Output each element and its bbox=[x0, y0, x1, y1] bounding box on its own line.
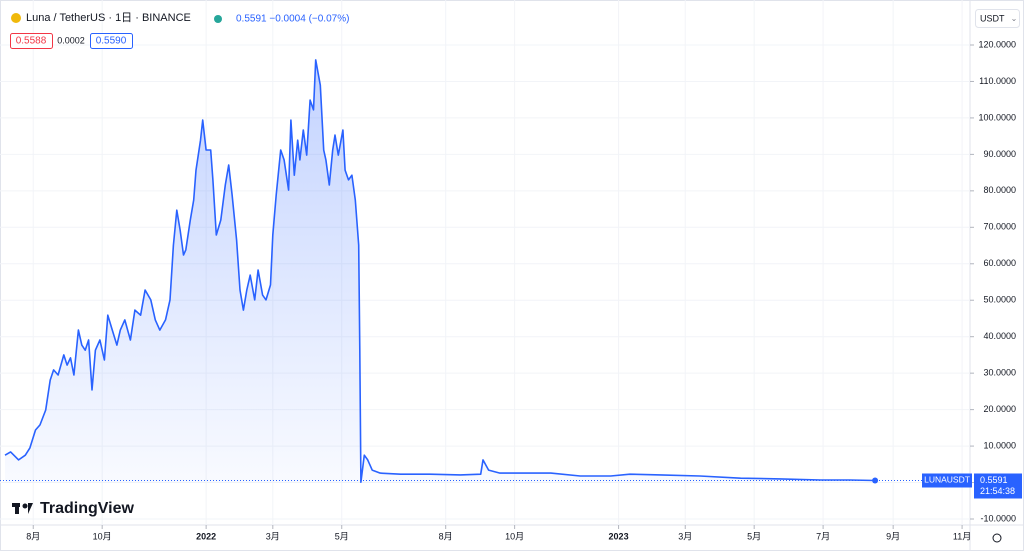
x-tick-label: 3月 bbox=[266, 531, 280, 541]
area-fill bbox=[5, 59, 876, 483]
y-tick-label: 30.0000 bbox=[983, 368, 1016, 378]
y-tick-label: 80.0000 bbox=[983, 185, 1016, 195]
settings-icon[interactable] bbox=[992, 533, 1002, 543]
x-tick-label: 3月 bbox=[678, 531, 692, 541]
currency-caret: ⌄ bbox=[1011, 14, 1018, 23]
symbol-icon bbox=[11, 13, 21, 23]
y-tick-label: 120.0000 bbox=[978, 39, 1016, 49]
ask-box[interactable] bbox=[90, 33, 133, 49]
price-line bbox=[4, 59, 876, 483]
x-tick-label: 5月 bbox=[335, 531, 349, 541]
price-tag-label: 0.5591 bbox=[980, 475, 1008, 485]
y-tick-label: 50.0000 bbox=[983, 295, 1016, 305]
clock-label: 21:54:38 bbox=[980, 486, 1015, 496]
x-tick-label: 2022 bbox=[196, 531, 216, 541]
x-tick-label: 7月 bbox=[816, 531, 830, 541]
x-tick-label: 5月 bbox=[747, 531, 761, 541]
ask[interactable]: 0.5590 bbox=[96, 36, 127, 47]
x-tick-label: 10月 bbox=[505, 531, 524, 541]
y-tick-label: -10.0000 bbox=[980, 513, 1016, 523]
brand: TradingView bbox=[40, 500, 135, 517]
y-tick-label: 110.0000 bbox=[979, 76, 1016, 86]
y-tick-label: 40.0000 bbox=[983, 331, 1016, 341]
x-tick-label: 11月 bbox=[953, 531, 971, 541]
y-tick-label: 70.0000 bbox=[983, 222, 1016, 232]
symbol-tag bbox=[922, 473, 972, 488]
spread: 0.0002 bbox=[57, 35, 85, 45]
y-tick-label: 60.0000 bbox=[983, 258, 1016, 268]
x-tick-label: 8月 bbox=[26, 531, 40, 541]
price-tag bbox=[974, 473, 1022, 499]
currency[interactable]: USDT bbox=[980, 13, 1005, 23]
currency-button[interactable] bbox=[975, 9, 1020, 28]
bid[interactable]: 0.5588 bbox=[16, 36, 47, 47]
symbol-title[interactable]: Luna / TetherUS · 1日 · BINANCE bbox=[26, 12, 191, 24]
quote: 0.5591 −0.0004 (−0.07%) bbox=[236, 14, 349, 25]
last-point bbox=[872, 477, 879, 484]
x-tick-label: 2023 bbox=[609, 531, 629, 541]
x-tick-label: 9月 bbox=[886, 531, 900, 541]
brand-logo bbox=[12, 503, 33, 514]
status-dot bbox=[214, 15, 222, 23]
y-tick-label: 20.0000 bbox=[983, 404, 1016, 414]
symbol-tag-label: LUNAUSDT bbox=[924, 475, 970, 485]
y-tick-label: 90.0000 bbox=[983, 149, 1016, 159]
x-tick-label: 8月 bbox=[439, 531, 453, 541]
x-tick-label: 10月 bbox=[93, 531, 112, 541]
y-tick-label: 100.0000 bbox=[978, 112, 1016, 122]
bid-box[interactable] bbox=[10, 33, 53, 49]
y-tick-label: 10.0000 bbox=[983, 440, 1016, 450]
